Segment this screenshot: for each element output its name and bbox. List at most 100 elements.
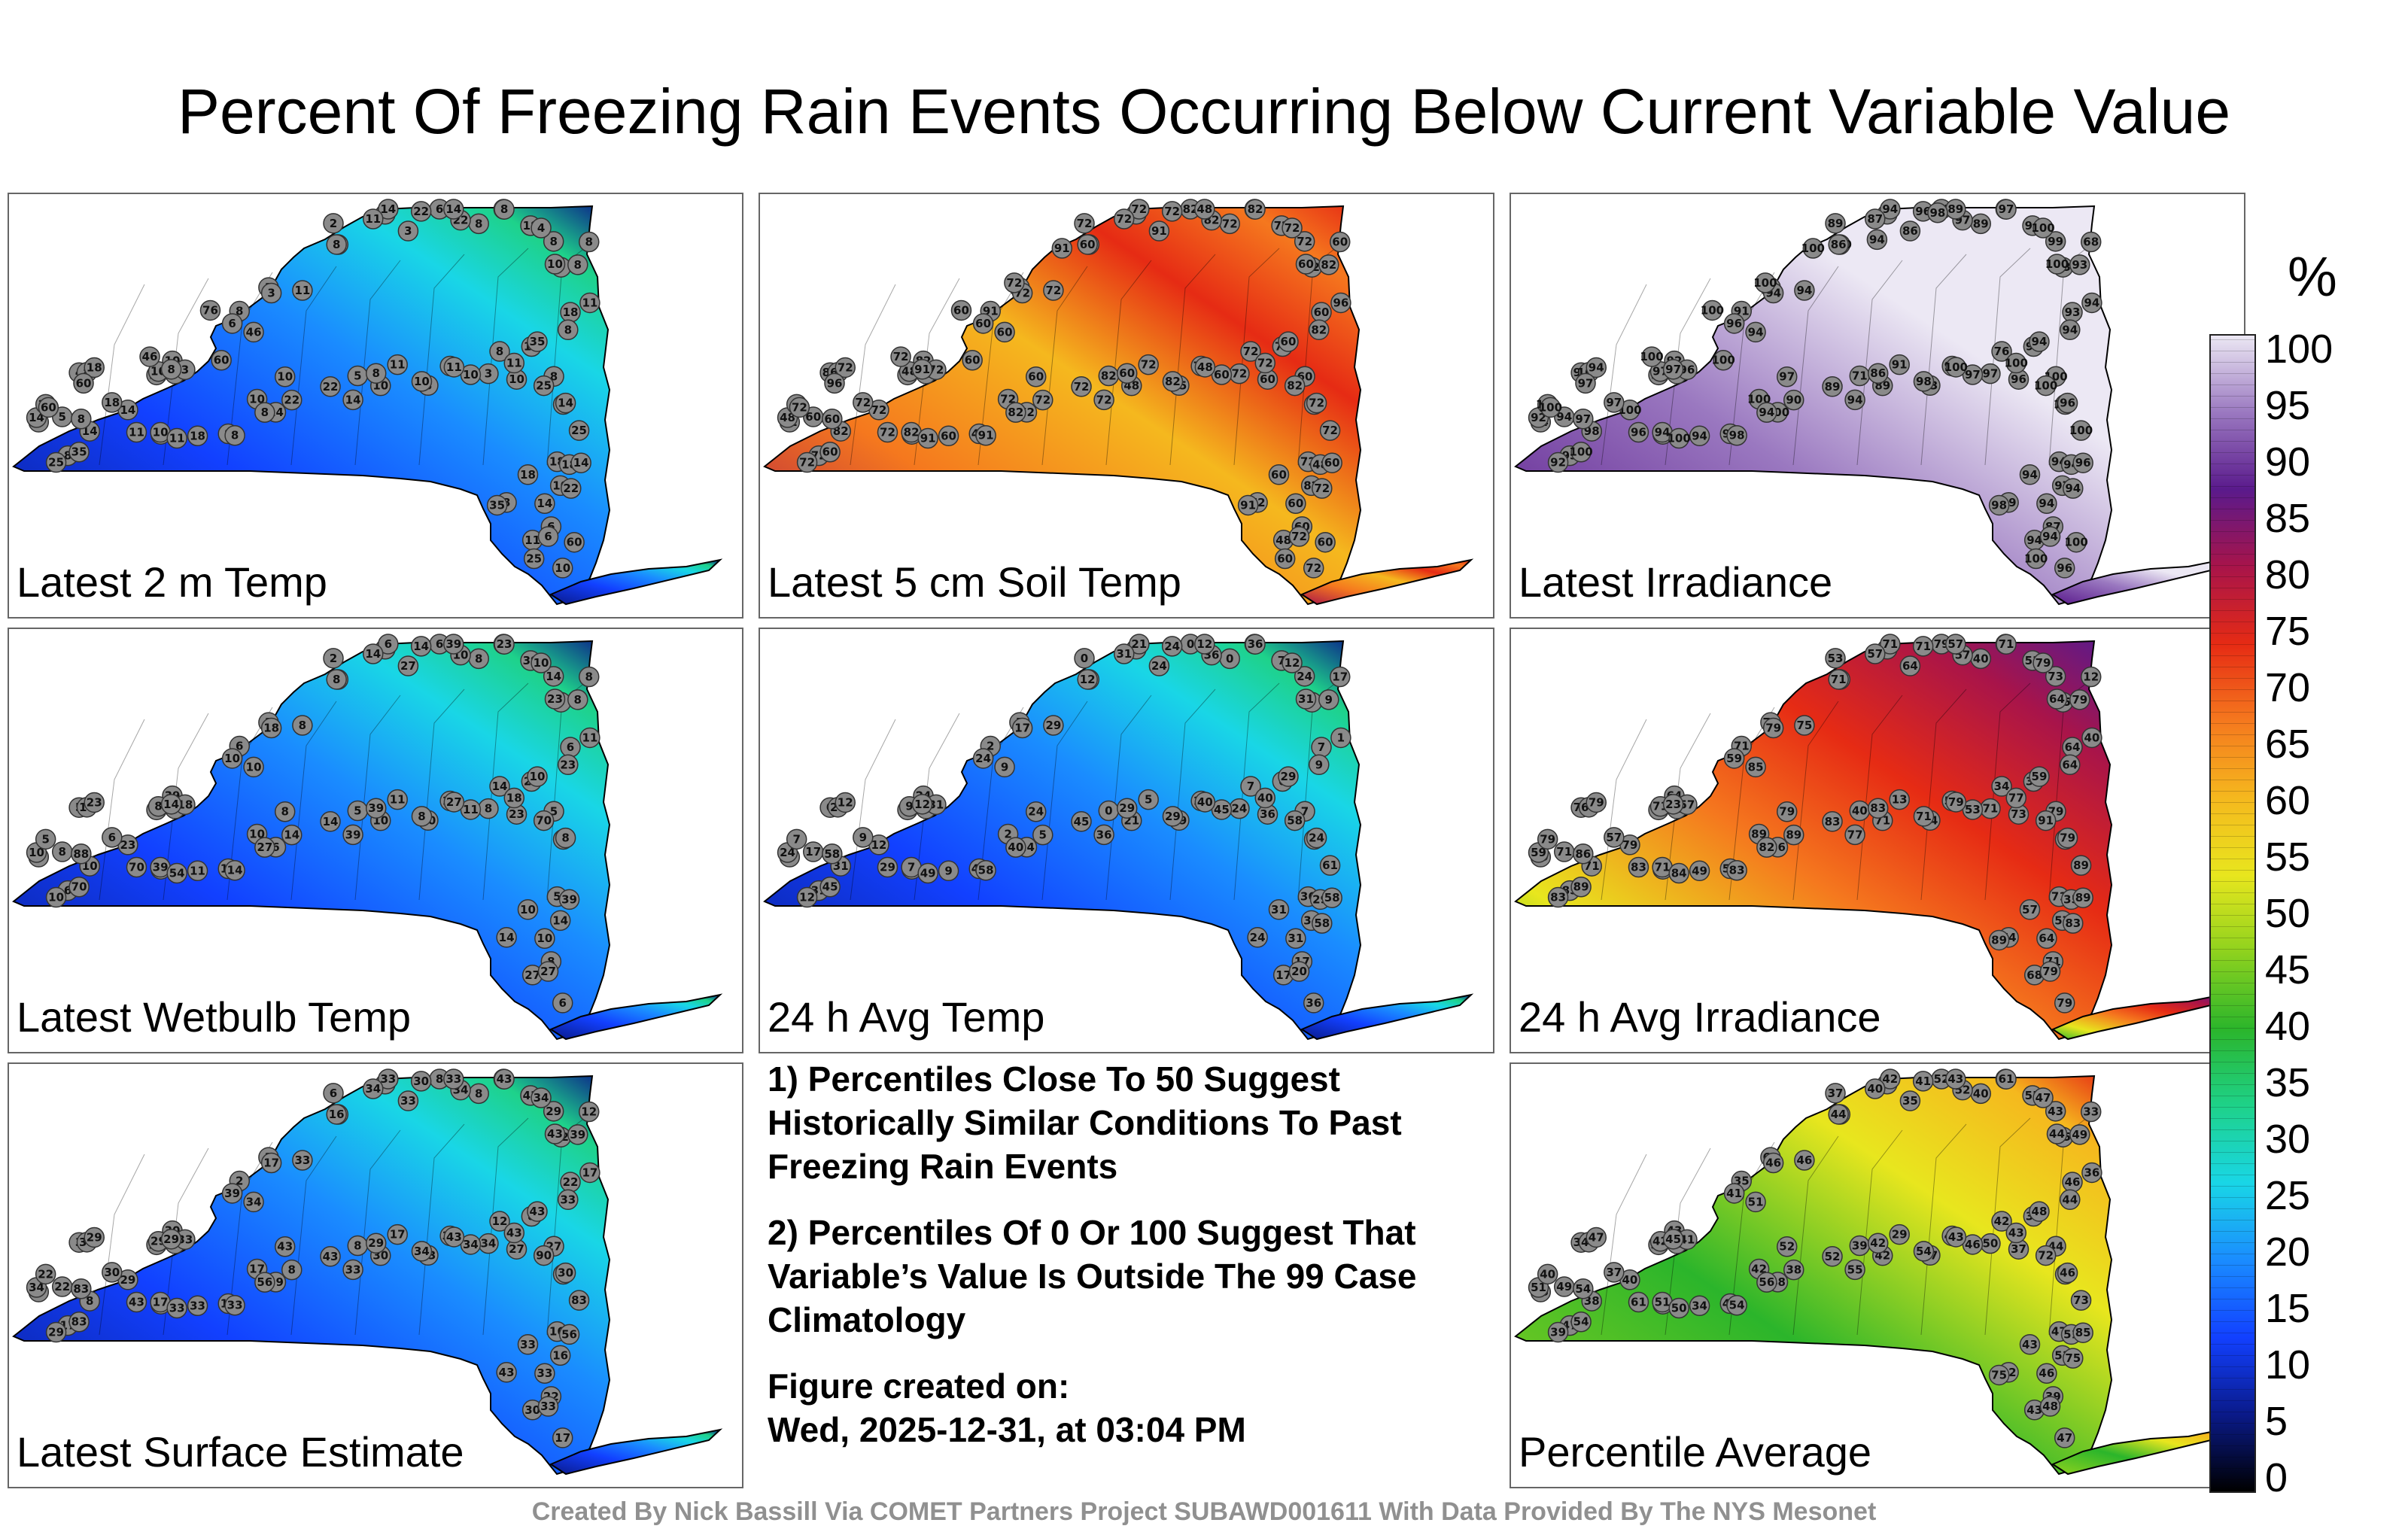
station-marker: 97 xyxy=(1662,359,1684,380)
station-value: 58 xyxy=(978,864,994,877)
station-value: 11 xyxy=(506,357,522,370)
station-value: 17 xyxy=(1014,722,1030,735)
station-marker: 79 xyxy=(2057,827,2078,849)
station-marker: 29 xyxy=(1043,715,1064,736)
station-marker: 97 xyxy=(1980,363,2001,385)
station-value: 24 xyxy=(1250,931,1266,944)
station-marker: 89 xyxy=(1945,199,1966,220)
county-line xyxy=(290,266,337,466)
station-marker: 60 xyxy=(564,531,585,553)
station-value: 7 xyxy=(1247,780,1254,793)
station-marker: 100 xyxy=(1640,346,1664,367)
station-value: 82 xyxy=(1287,379,1303,393)
station-marker: 47 xyxy=(2033,1087,2054,1108)
station-value: 8 xyxy=(333,673,340,686)
station-value: 31 xyxy=(1288,932,1303,945)
station-marker: 22 xyxy=(561,478,582,499)
station-marker: 59 xyxy=(1723,748,1745,769)
station-value: 72 xyxy=(838,360,853,374)
station-marker: 8 xyxy=(160,359,182,380)
station-marker: 8 xyxy=(558,319,579,341)
state-outline xyxy=(12,640,611,1041)
station-value: 10 xyxy=(530,770,546,783)
station-marker: 49 xyxy=(2069,1124,2090,1145)
station-marker: 83 xyxy=(2063,913,2084,934)
colorbar-tick-label: 25 xyxy=(2265,1173,2311,1218)
station-marker: 94 xyxy=(2039,526,2061,547)
station-marker: 2 xyxy=(323,213,344,234)
station-marker: 79 xyxy=(1762,717,1784,739)
station-value: 45 xyxy=(1665,1233,1681,1246)
station-marker: 93 xyxy=(2062,302,2083,323)
station-value: 6 xyxy=(272,840,279,854)
station-marker: 91 xyxy=(1237,494,1259,516)
station-value: 29 xyxy=(880,860,895,874)
colorbar-tick-label: 5 xyxy=(2265,1399,2288,1444)
station-marker: 33 xyxy=(187,1295,208,1317)
station-marker: 53 xyxy=(1825,648,1846,669)
station-value: 72 xyxy=(1077,217,1093,230)
station-marker: 82 xyxy=(901,421,922,443)
station-marker: 17 xyxy=(387,1223,408,1245)
station-value: 96 xyxy=(1333,296,1348,309)
station-marker: 34 xyxy=(531,1087,552,1108)
station-value: 72 xyxy=(1000,393,1016,406)
colorbar-tick-label: 15 xyxy=(2265,1286,2311,1331)
map-latest-wetbulb-temp: 8531463236810861123141011514101110231062… xyxy=(12,634,723,1041)
station-marker: 64 xyxy=(1899,655,1921,676)
station-marker: 10 xyxy=(243,756,264,778)
station-marker: 43 xyxy=(503,1222,525,1244)
station-marker: 43 xyxy=(2005,1222,2027,1244)
station-value: 12 xyxy=(2083,670,2099,683)
station-marker: 31 xyxy=(1114,643,1135,664)
station-marker: 24 xyxy=(1025,801,1047,822)
station-marker: 60 xyxy=(1278,331,1299,352)
station-marker: 64 xyxy=(2036,928,2057,949)
station-value: 14 xyxy=(573,456,589,470)
station-value: 27 xyxy=(446,795,462,809)
station-marker: 8 xyxy=(411,806,433,827)
station-value: 9 xyxy=(1325,693,1333,707)
station-value: 0 xyxy=(1105,804,1112,818)
station-value: 39 xyxy=(445,637,461,651)
station-marker: 3 xyxy=(260,282,282,304)
station-value: 60 xyxy=(1260,372,1275,386)
station-marker: 40 xyxy=(1849,800,1871,822)
station-marker: 100 xyxy=(1667,427,1691,449)
station-marker: 43 xyxy=(320,1246,341,1267)
station-marker: 100 xyxy=(1801,238,1825,259)
station-value: 17 xyxy=(555,1431,570,1445)
station-marker: 8 xyxy=(543,231,564,252)
station-value: 73 xyxy=(2011,807,2026,821)
station-value: 70 xyxy=(536,814,552,828)
station-value: 22 xyxy=(563,1175,579,1189)
station-value: 14 xyxy=(227,864,243,877)
station-value: 91 xyxy=(1892,358,1908,372)
station-value: 52 xyxy=(1934,1072,1950,1086)
station-marker: 25 xyxy=(523,548,545,570)
station-marker: 2 xyxy=(323,648,344,669)
station-marker: 45 xyxy=(819,876,841,898)
state-outline xyxy=(763,205,1362,606)
station-marker: 72 xyxy=(1229,363,1250,385)
station-value: 18 xyxy=(263,722,279,735)
station-value: 40 xyxy=(1852,804,1868,818)
station-marker: 73 xyxy=(2045,666,2066,687)
station-marker: 11 xyxy=(460,799,482,820)
station-value: 43 xyxy=(2026,1403,2042,1417)
station-value: 14 xyxy=(323,815,339,828)
panel-label: 24 h Avg Temp xyxy=(768,993,1045,1041)
station-marker: 79 xyxy=(1586,792,1607,813)
station-value: 33 xyxy=(400,1094,416,1108)
station-marker: 61 xyxy=(1628,1291,1649,1313)
station-value: 71 xyxy=(1655,861,1671,874)
station-marker: 5 xyxy=(347,800,369,822)
station-value: 8 xyxy=(574,693,582,707)
station-value: 9 xyxy=(944,864,952,877)
station-marker: 50 xyxy=(1980,1233,2001,1254)
station-value: 10 xyxy=(249,828,265,841)
map-panel-latest-2m-temp: 8414683236810831114881152210181814148101… xyxy=(8,193,743,619)
station-value: 35 xyxy=(489,498,505,512)
station-value: 61 xyxy=(1322,859,1338,872)
panel-label: Latest 5 cm Soil Temp xyxy=(768,558,1181,606)
